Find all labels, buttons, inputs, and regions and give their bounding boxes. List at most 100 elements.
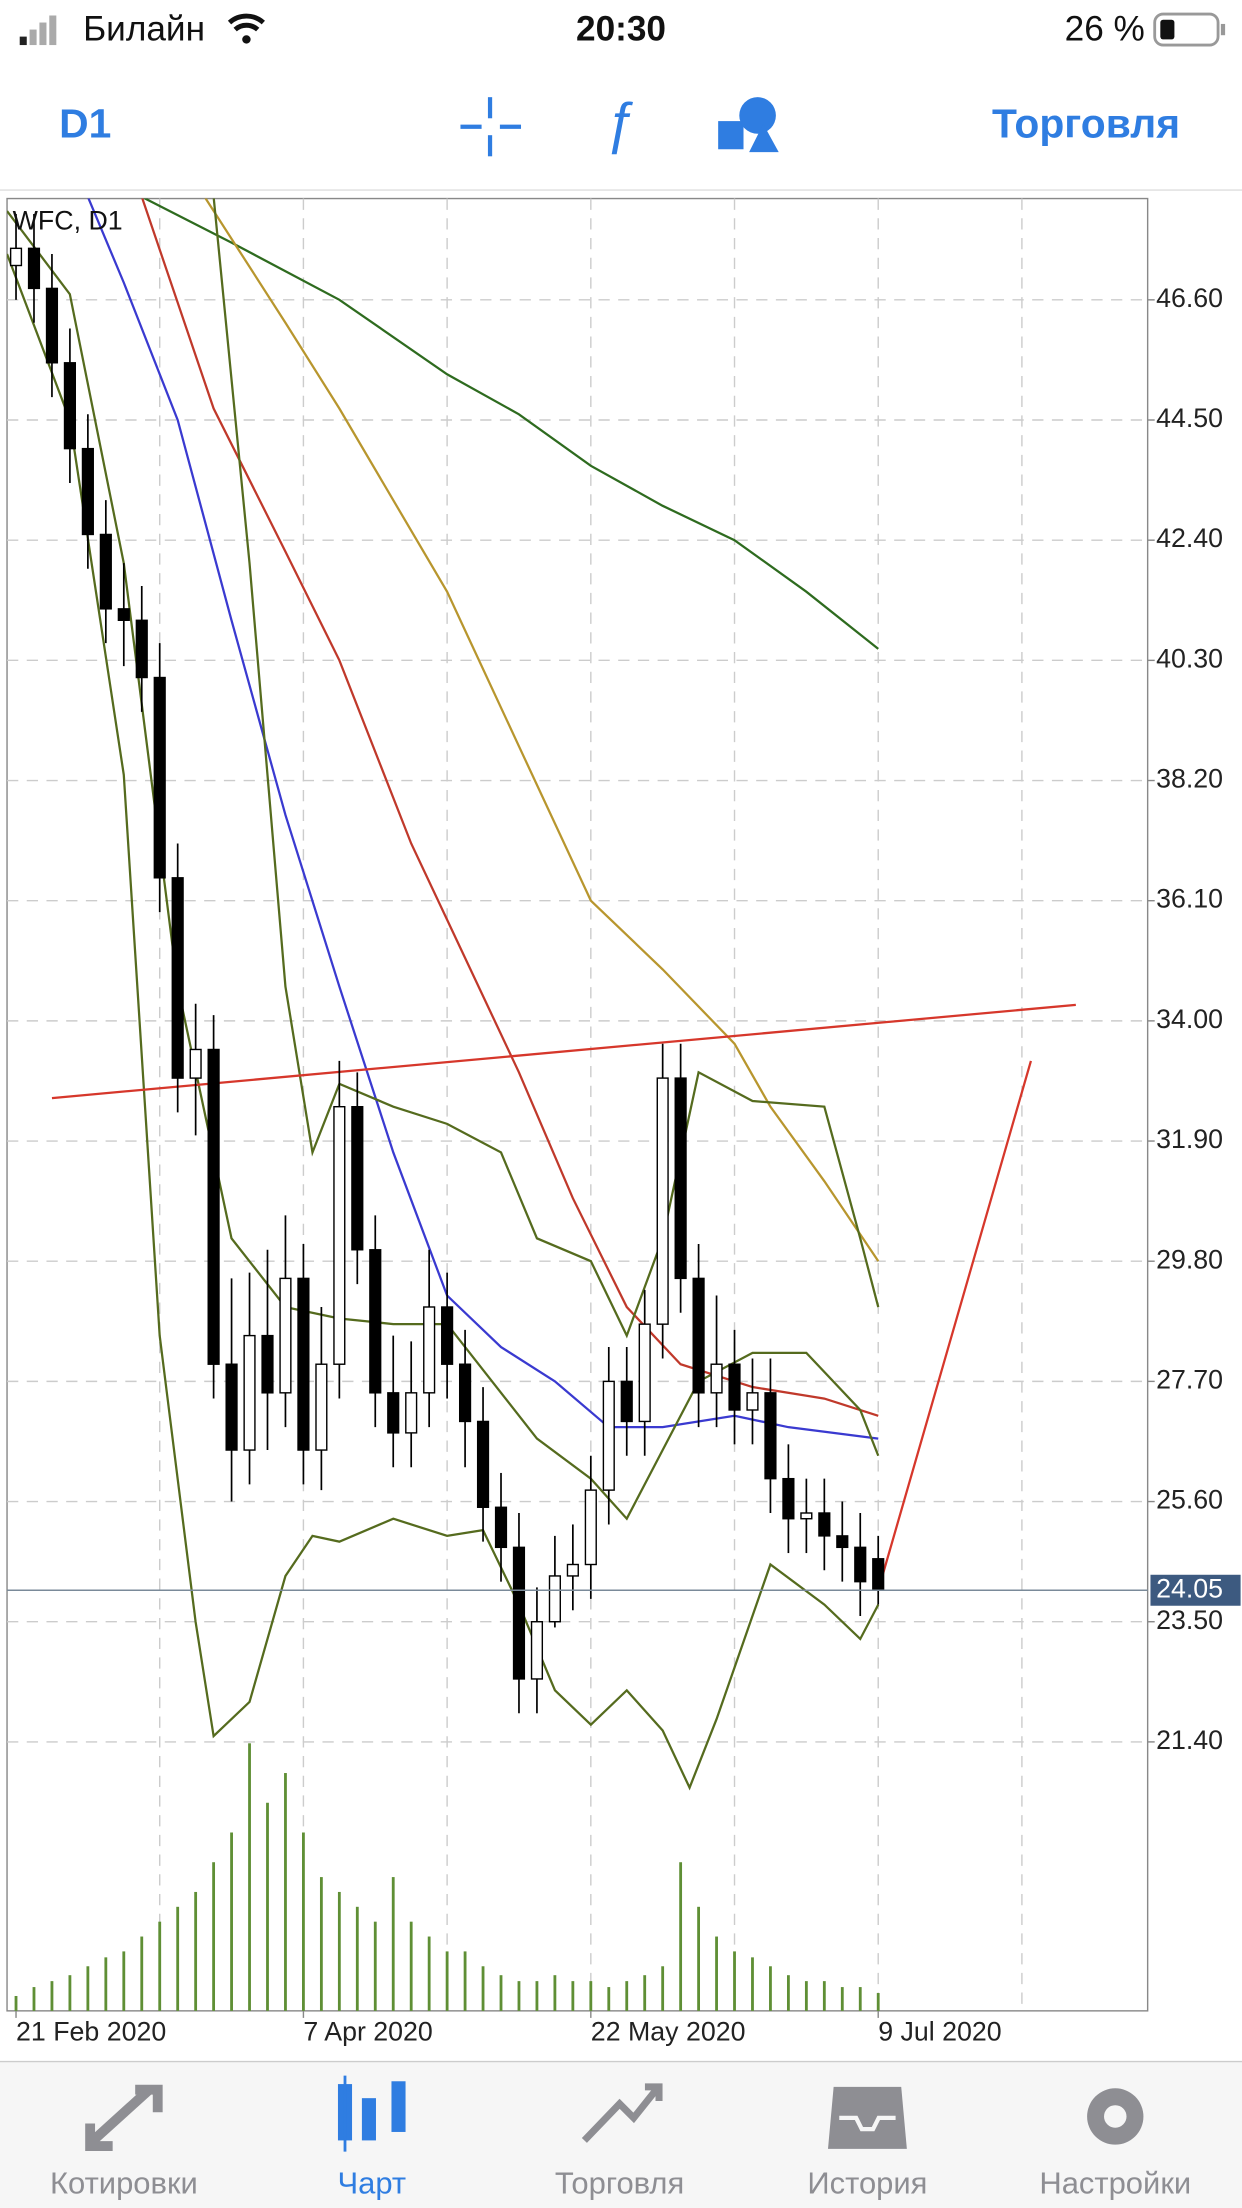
last-price-label: 24.05 <box>1156 1573 1223 1603</box>
candle-body <box>135 619 148 679</box>
volume-bar <box>625 1981 629 2011</box>
candle-body <box>189 1048 202 1079</box>
volume-bar <box>68 1975 72 2011</box>
y-tick-label: 27.70 <box>1156 1364 1223 1394</box>
candle-body <box>854 1546 867 1583</box>
candle-body <box>836 1535 849 1549</box>
candle-body <box>45 287 59 364</box>
candle-body <box>315 1363 328 1451</box>
volume-bar <box>733 1951 736 2011</box>
volume-bar <box>32 1987 36 2011</box>
y-tick-label: 42.40 <box>1156 523 1223 553</box>
y-tick-label: 23.50 <box>1156 1605 1223 1635</box>
candle-body <box>620 1380 633 1423</box>
y-tick-label: 29.80 <box>1156 1244 1223 1274</box>
volume-bar <box>50 1981 54 2011</box>
tab-label[interactable]: Торговля <box>555 2166 684 2201</box>
volume-bar <box>266 1802 269 2011</box>
candle-body <box>369 1249 382 1394</box>
volume-bar <box>463 1951 467 2011</box>
indicator-line <box>51 1003 1076 1100</box>
volume-bar <box>517 1981 521 2011</box>
candle-body <box>566 1563 579 1577</box>
tab-label[interactable]: История <box>807 2166 927 2201</box>
volume-bar <box>194 1891 198 2011</box>
volume-bar <box>661 1966 665 2011</box>
indicators-button[interactable]: ƒ <box>604 91 635 155</box>
candle-body <box>243 1334 256 1451</box>
candle-body <box>297 1277 310 1451</box>
x-tick-label: 21 Feb 2020 <box>16 2016 166 2046</box>
candle-body <box>728 1363 741 1411</box>
toolbar: D1 ƒ Торговля <box>0 91 1242 191</box>
volume-bar <box>786 1975 790 2011</box>
volume-bar <box>553 1975 557 2011</box>
candle-body <box>27 247 41 290</box>
candle-body <box>764 1392 777 1480</box>
candle-body <box>9 247 23 267</box>
y-tick-label: 21.40 <box>1156 1725 1223 1755</box>
y-tick-label: 36.10 <box>1156 884 1223 914</box>
indicator-line <box>212 198 880 1339</box>
x-tick-label: 7 Apr 2020 <box>303 2016 432 2046</box>
tab-label[interactable]: Котировки <box>50 2166 198 2201</box>
y-tick-label: 34.00 <box>1156 1004 1223 1034</box>
candle-body <box>441 1306 454 1365</box>
candle-body <box>81 447 94 536</box>
indicator-line <box>142 198 879 650</box>
trade-button[interactable]: Торговля <box>992 101 1180 147</box>
volume-bar <box>302 1832 305 2011</box>
volume-bar <box>804 1981 808 2011</box>
objects-button[interactable] <box>718 97 779 153</box>
x-tick-label: 9 Jul 2020 <box>878 2016 1001 2046</box>
volume-bar <box>373 1921 377 2011</box>
volume-bar <box>751 1957 754 2011</box>
volume-bar <box>589 1981 593 2011</box>
candle-body <box>261 1334 274 1394</box>
volume-bar <box>535 1981 539 2011</box>
tab-label[interactable]: Настройки <box>1039 2166 1191 2201</box>
volume-bar <box>769 1966 772 2011</box>
tab-label[interactable]: Чарт <box>337 2166 406 2201</box>
volume-bar <box>319 1877 323 2011</box>
volume-bar <box>212 1862 216 2011</box>
candle-body <box>423 1306 436 1394</box>
candle-body <box>225 1363 238 1451</box>
candle-body <box>782 1477 795 1520</box>
indicator-line <box>877 1060 1032 1591</box>
indicator-line <box>7 253 880 1791</box>
candle-body <box>117 608 130 622</box>
candle-body <box>63 362 77 450</box>
candle-body <box>746 1392 759 1411</box>
y-tick-label: 31.90 <box>1156 1124 1223 1154</box>
candle-body <box>818 1512 831 1537</box>
candle-body <box>548 1575 561 1623</box>
crosshair-button[interactable] <box>460 97 522 157</box>
candle-body <box>638 1323 651 1423</box>
volume-bar <box>122 1951 126 2011</box>
candle-body <box>656 1077 669 1325</box>
y-tick-label: 46.60 <box>1156 283 1223 313</box>
volume-bar <box>445 1951 449 2011</box>
candle-body <box>153 676 166 879</box>
volume-bar <box>679 1862 683 2011</box>
volume-bar <box>715 1936 718 2011</box>
time: 20:30 <box>576 9 666 48</box>
volume-bar <box>104 1957 108 2011</box>
volume-bar <box>248 1743 251 2011</box>
volume-bar <box>840 1987 844 2011</box>
volume-bar <box>697 1906 701 2011</box>
x-tick-label: 22 May 2020 <box>591 2016 746 2046</box>
volume-bar <box>481 1966 485 2011</box>
candle-body <box>476 1420 490 1508</box>
candle-body <box>405 1392 418 1434</box>
y-tick-label: 25.60 <box>1156 1485 1223 1515</box>
indicator-line <box>204 198 880 1262</box>
y-tick-label: 40.30 <box>1156 643 1223 673</box>
timeframe-button[interactable]: D1 <box>59 101 111 147</box>
candle-body <box>584 1489 597 1566</box>
last-price-box <box>1150 1574 1241 1606</box>
volume-bar <box>643 1975 647 2011</box>
battery-level: 26 % <box>1065 9 1145 48</box>
candle-body <box>351 1106 364 1251</box>
